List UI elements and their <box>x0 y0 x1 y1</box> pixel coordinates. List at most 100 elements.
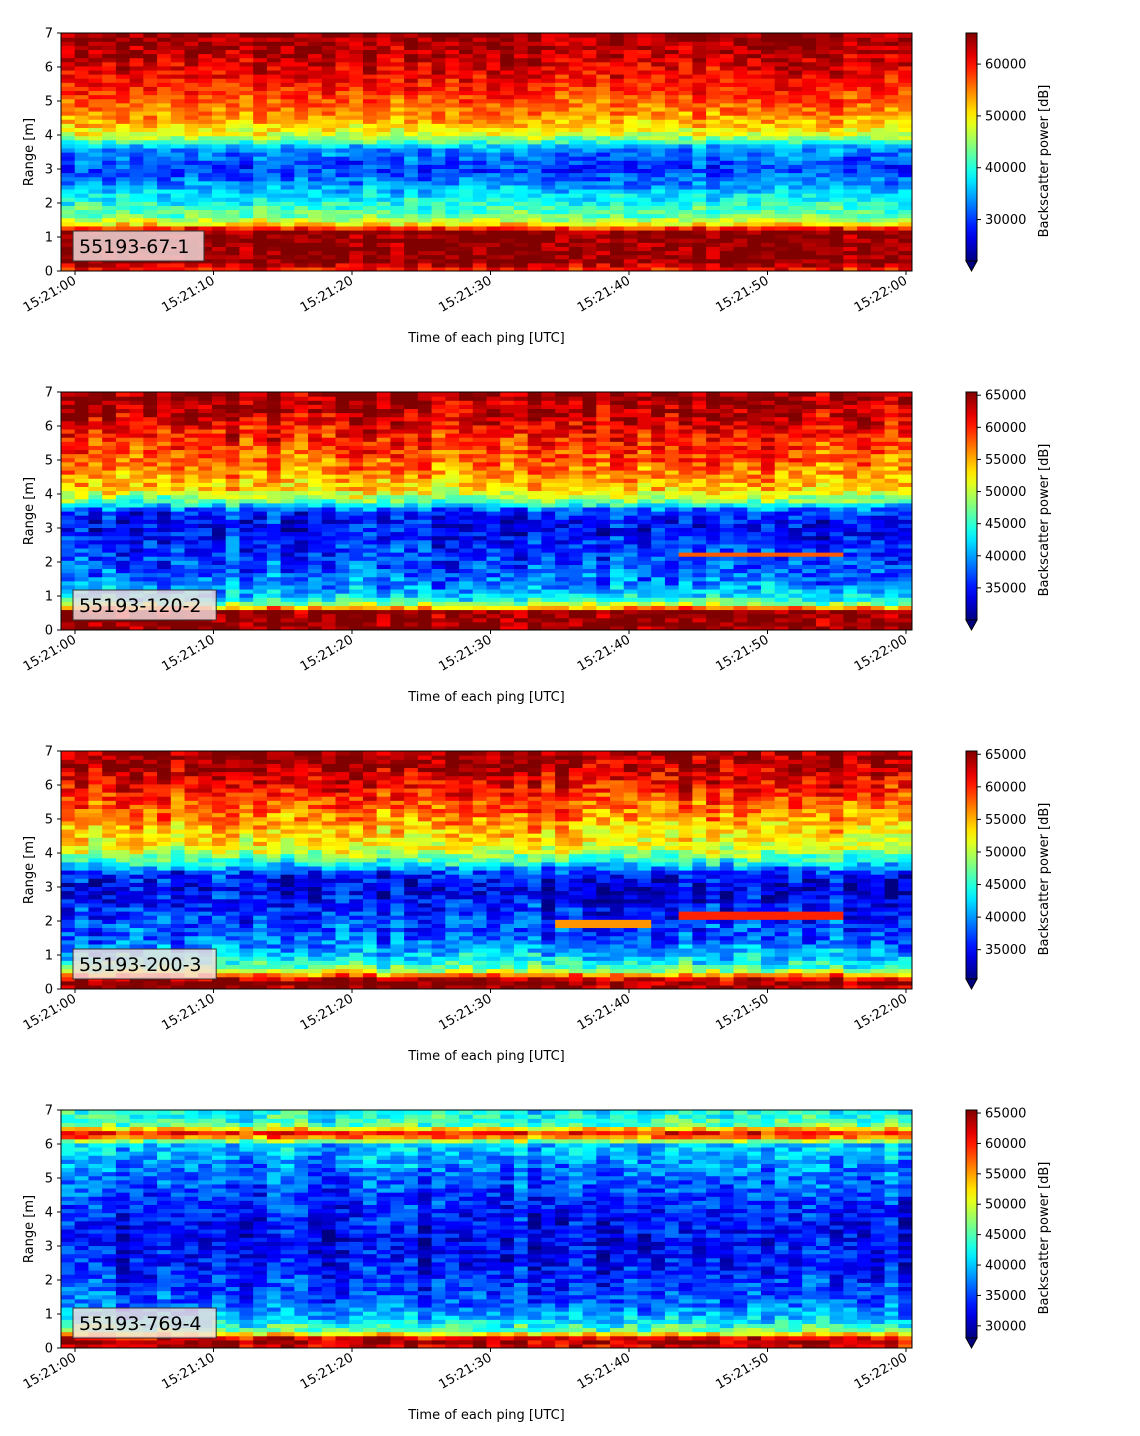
heat-cell <box>211 238 227 243</box>
heat-cell <box>349 441 364 446</box>
heat-cell <box>211 601 227 606</box>
heat-cell <box>500 160 515 165</box>
heat-cell <box>225 115 241 120</box>
heat-cell <box>733 229 748 235</box>
heat-cell <box>184 266 199 271</box>
heat-cell <box>898 217 912 223</box>
heat-cell <box>266 160 282 165</box>
heat-cell <box>253 576 268 582</box>
heat-cell <box>266 164 282 170</box>
heat-cell <box>88 552 103 557</box>
heat-cell <box>527 119 543 124</box>
heat-cell <box>884 225 899 231</box>
heat-cell <box>170 201 186 206</box>
heat-cell <box>527 147 543 153</box>
heat-cell <box>815 152 831 157</box>
heat-cell <box>335 424 350 430</box>
heat-cell <box>376 176 392 182</box>
heat-cell <box>472 94 488 100</box>
heat-cell <box>266 498 282 504</box>
heat-cell <box>555 234 570 239</box>
heat-cell <box>719 262 735 268</box>
heat-cell <box>747 119 762 124</box>
heat-cell <box>376 82 392 87</box>
heat-cell <box>308 123 323 128</box>
heat-cell <box>884 131 899 137</box>
heat-cell <box>184 41 199 46</box>
heat-cell <box>692 37 707 42</box>
heat-cell <box>115 49 131 55</box>
heat-cell <box>733 209 748 215</box>
heat-cell <box>733 98 748 104</box>
heat-cell <box>815 135 831 141</box>
heat-cell <box>157 168 172 174</box>
heat-cell <box>459 41 474 46</box>
heat-cell <box>390 131 405 137</box>
heat-cell <box>733 94 748 100</box>
heat-cell <box>857 250 872 256</box>
heat-cell <box>102 502 117 508</box>
heat-cell <box>829 86 844 92</box>
heat-cell <box>266 482 282 487</box>
heat-cell <box>61 572 76 578</box>
heat-cell <box>294 229 309 235</box>
heat-cell <box>596 201 611 206</box>
heat-cell <box>390 164 405 170</box>
heat-cell <box>157 188 172 194</box>
heat-cell <box>253 445 268 451</box>
heat-cell <box>774 45 790 51</box>
heat-cell <box>61 584 76 590</box>
heat-cell <box>459 115 474 120</box>
heat-cell <box>582 180 597 186</box>
heat-cell <box>280 180 295 186</box>
heat-cell <box>170 164 186 170</box>
heat-cell <box>170 152 186 157</box>
y-tick-label: 2 <box>45 197 53 212</box>
heat-cell <box>102 519 117 524</box>
heat-cell <box>541 201 556 206</box>
heat-cell <box>88 437 103 442</box>
heat-cell <box>664 94 680 100</box>
heat-cell <box>719 193 735 198</box>
heat-cell <box>321 576 337 582</box>
heat-cell <box>376 33 392 38</box>
heat-cell <box>898 90 912 96</box>
heat-cell <box>335 250 350 256</box>
heat-cell <box>431 69 446 75</box>
heat-cell <box>500 41 515 46</box>
heat-cell <box>610 115 625 120</box>
heat-cell <box>829 143 844 149</box>
heat-cell <box>280 254 295 260</box>
heat-cell <box>308 437 323 442</box>
heat-cell <box>321 201 337 206</box>
heat-cell <box>170 143 186 149</box>
heat-cell <box>349 400 364 405</box>
x-tick-label: 15:22:00 <box>852 273 910 315</box>
heat-cell <box>719 172 735 178</box>
heat-cell <box>349 82 364 87</box>
heat-cell <box>184 412 199 418</box>
heat-cell <box>774 147 790 153</box>
heat-cell <box>459 184 474 190</box>
heat-cell <box>404 94 419 100</box>
heat-cell <box>857 115 872 120</box>
heat-cell <box>513 254 529 260</box>
heat-cell <box>143 41 158 46</box>
heat-cell <box>431 205 446 211</box>
heat-cell <box>362 65 378 71</box>
heat-cell <box>253 213 268 219</box>
heat-cell <box>623 135 639 141</box>
heat-cell <box>568 69 584 75</box>
heat-cell <box>884 33 899 38</box>
heat-cell <box>513 250 529 256</box>
heat-cell <box>445 168 460 174</box>
heat-cell <box>294 209 309 215</box>
heat-cell <box>61 160 76 165</box>
heat-cell <box>61 115 76 120</box>
heat-cell <box>719 201 735 206</box>
heat-cell <box>74 621 90 627</box>
heat-cell <box>815 86 831 92</box>
heat-cell <box>266 33 282 38</box>
heat-cell <box>706 205 721 211</box>
heat-cell <box>431 135 446 141</box>
